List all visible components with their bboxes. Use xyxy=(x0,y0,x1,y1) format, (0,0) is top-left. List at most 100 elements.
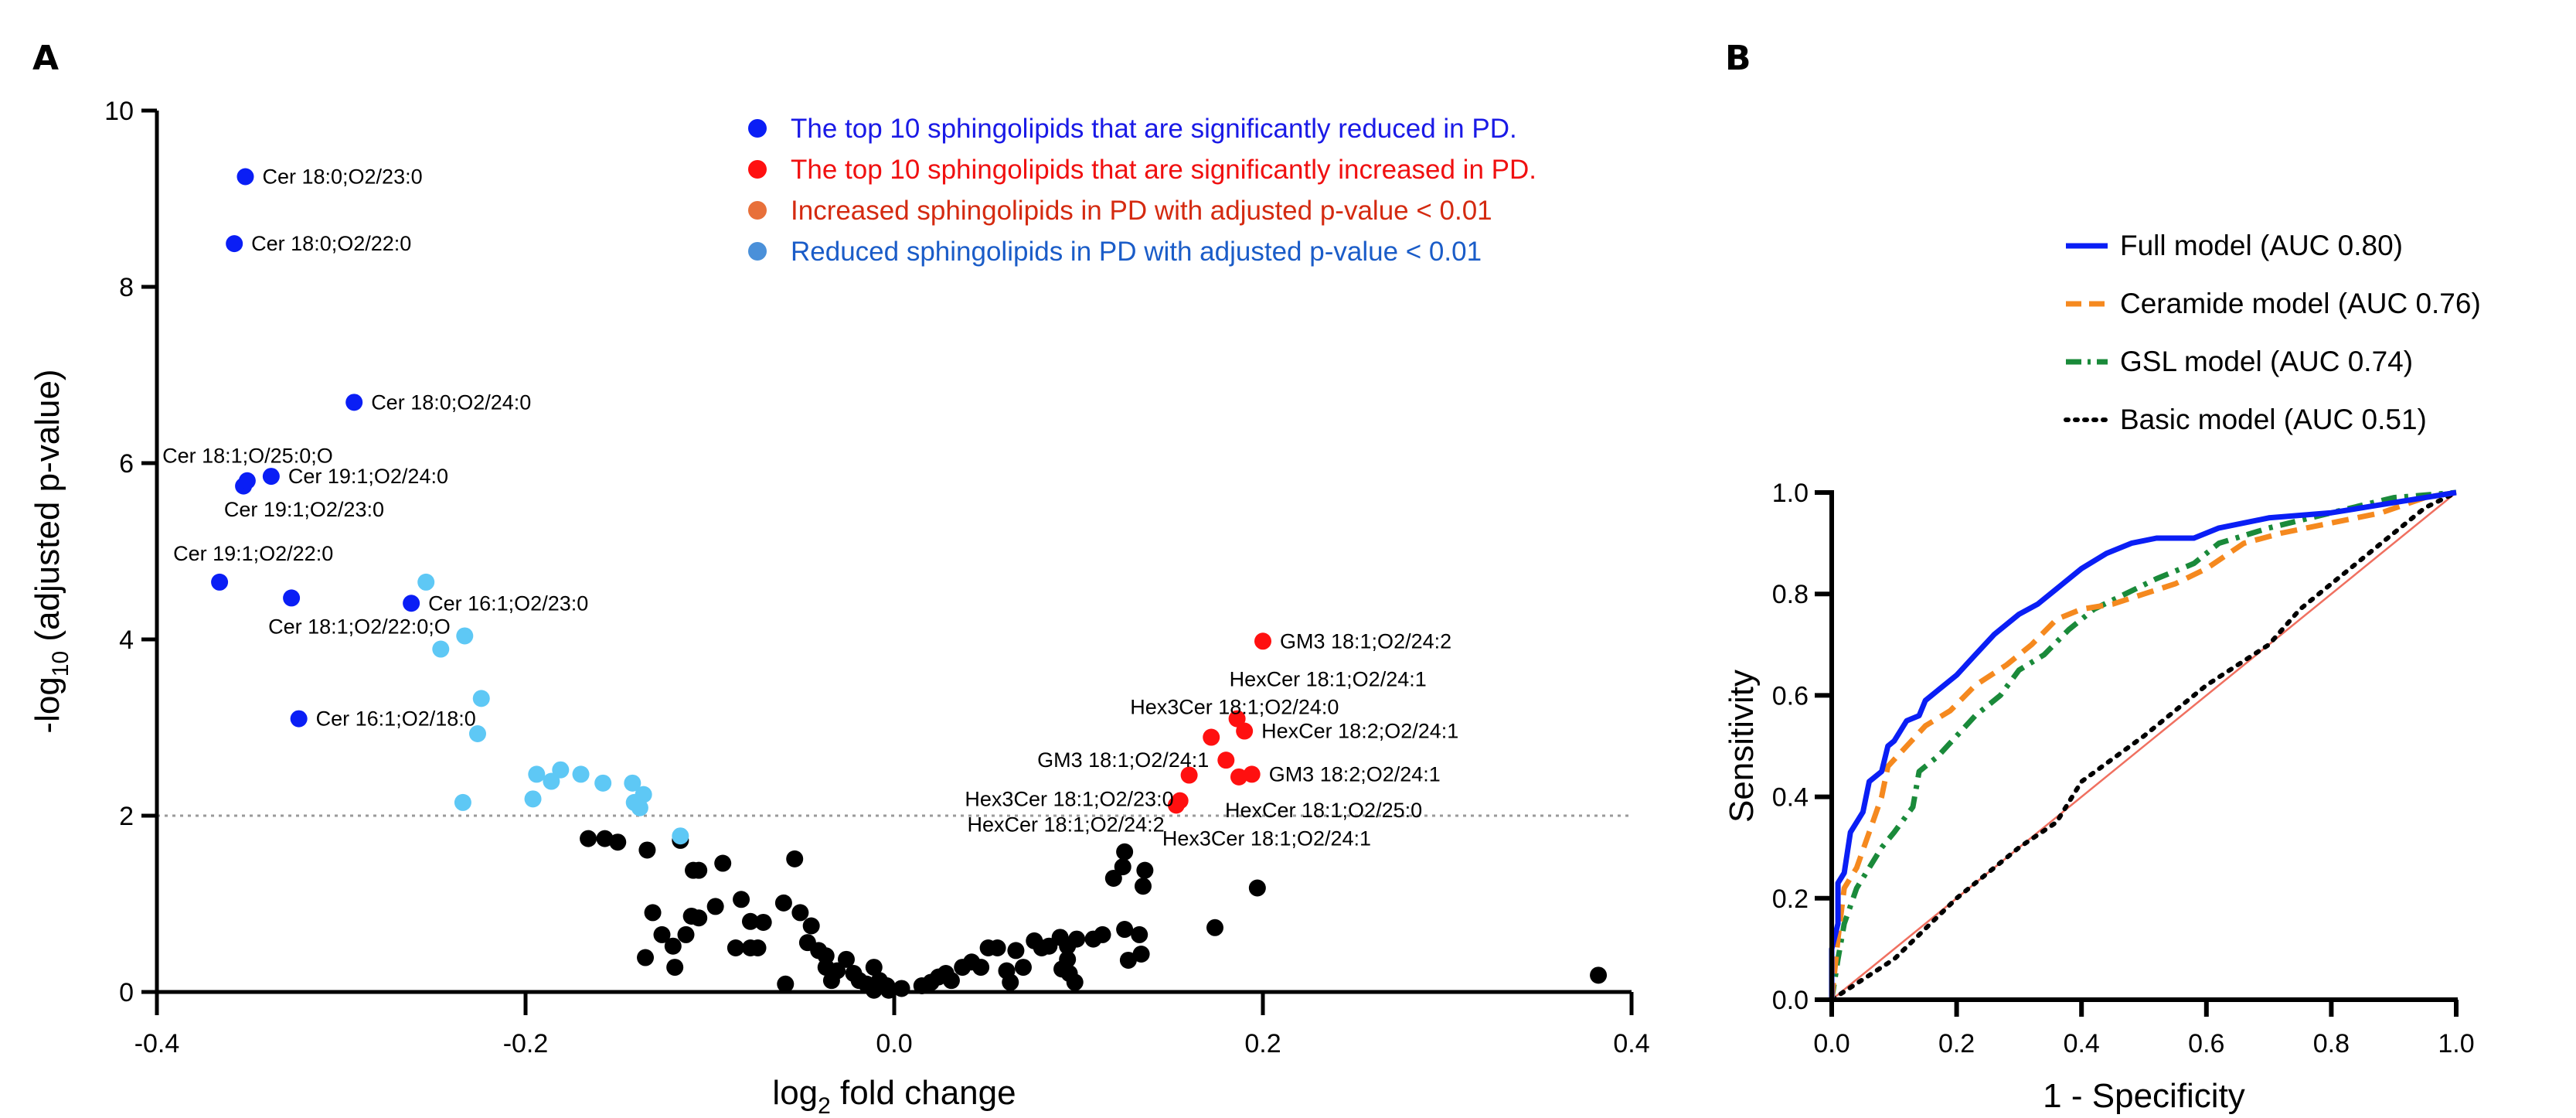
volcano-point-label: Cer 19:1;O2/23:0 xyxy=(224,498,384,521)
roc-y-tick-label: 0.4 xyxy=(1772,783,1809,813)
volcano-point-top10_reduced xyxy=(403,595,420,612)
volcano-y-tick-label: 10 xyxy=(104,97,134,126)
legend-marker xyxy=(748,242,767,261)
volcano-point-top10_reduced xyxy=(262,468,280,486)
volcano-point-not_significant xyxy=(638,841,656,859)
volcano-point-not_significant xyxy=(774,894,792,912)
volcano-point-not_significant xyxy=(1248,879,1266,897)
volcano-point-not_significant xyxy=(677,925,695,943)
volcano-point-label: Cer 18:0;O2/24:0 xyxy=(371,390,531,414)
volcano-point-top10_reduced xyxy=(237,168,254,186)
volcano-point-reduced_padj_lt_0.01 xyxy=(432,640,450,658)
volcano-point-not_significant xyxy=(690,909,708,927)
volcano-point-not_significant xyxy=(580,830,597,847)
roc-plot: 0.0 0.2 0.4 0.6 0.8 1.0 0.0 0.2 0.4 0.6 0.8 1.0 Ful… xyxy=(1723,230,2481,1115)
volcano-point-not_significant xyxy=(989,939,1006,956)
volcano-point-reduced_padj_lt_0.01 xyxy=(524,790,542,808)
volcano-point-label: Hex3Cer 18:1;O2/24:1 xyxy=(1162,827,1371,850)
volcano-point-reduced_padj_lt_0.01 xyxy=(552,761,570,779)
legend-entry-label: Reduced sphingolipids in PD with adjuste… xyxy=(791,237,1482,267)
volcano-point-label: GM3 18:2;O2/24:1 xyxy=(1269,762,1441,786)
roc-x-tick-label: 1.0 xyxy=(2438,1029,2474,1058)
volcano-point-label: Cer 18:0;O2/22:0 xyxy=(251,232,411,255)
volcano-point-label: Hex3Cer 18:1;O2/23:0 xyxy=(965,788,1173,811)
volcano-point-not_significant xyxy=(1014,959,1032,977)
legend-entry-label: The top 10 sphingolipids that are signif… xyxy=(791,155,1536,185)
volcano-point-top10_reduced xyxy=(238,472,256,489)
roc-legend-label: Ceramide model (AUC 0.76) xyxy=(2120,288,2481,319)
volcano-point-reduced_padj_lt_0.01 xyxy=(528,765,546,783)
volcano-point-reduced_padj_lt_0.01 xyxy=(624,774,641,792)
volcano-point-not_significant xyxy=(1119,951,1137,969)
volcano-point-not_significant xyxy=(1066,973,1084,991)
panel-letter-a: A xyxy=(32,39,59,78)
roc-x-tick-label: 0.8 xyxy=(2313,1029,2350,1058)
volcano-point-not_significant xyxy=(1132,945,1150,963)
volcano-point-label: Cer 19:1;O2/22:0 xyxy=(173,542,333,565)
volcano-point-not_significant xyxy=(609,833,627,851)
volcano-point-reduced_padj_lt_0.01 xyxy=(417,573,435,591)
volcano-point-not_significant xyxy=(749,939,767,956)
volcano-point-top10_increased xyxy=(1230,768,1247,786)
volcano-point-reduced_padj_lt_0.01 xyxy=(454,793,471,811)
volcano-point-top10_increased xyxy=(1236,722,1254,740)
volcano-point-label: GM3 18:1;O2/24:1 xyxy=(1037,748,1209,772)
volcano-point-not_significant xyxy=(837,950,855,968)
legend-marker xyxy=(748,119,767,138)
roc-y-tick-label: 1.0 xyxy=(1772,479,1809,508)
roc-x-tick-label: 0.0 xyxy=(1813,1029,1849,1058)
volcano-point-top10_increased xyxy=(1217,752,1235,769)
volcano-point-not_significant xyxy=(1007,942,1025,960)
volcano-point-label: HexCer 18:1;O2/24:1 xyxy=(1230,668,1427,691)
roc-y-tick-label: 0.0 xyxy=(1772,986,1809,1015)
volcano-point-not_significant xyxy=(865,981,883,999)
volcano-point-label: Cer 19:1;O2/24:0 xyxy=(288,465,448,488)
roc-legend-label: Full model (AUC 0.80) xyxy=(2120,230,2403,261)
volcano-y-axis-title: -log10 (adjusted p-value) xyxy=(29,369,73,733)
volcano-point-top10_increased xyxy=(1180,766,1198,784)
legend-marker xyxy=(748,201,767,220)
volcano-point-label: HexCer 18:1;O2/24:2 xyxy=(968,813,1165,837)
roc-y-axis-title: Sensitivity xyxy=(1723,670,1761,823)
roc-legend-label: GSL model (AUC 0.74) xyxy=(2120,346,2413,377)
y-title-log: -log xyxy=(29,677,66,733)
volcano-point-not_significant xyxy=(644,904,662,922)
volcano-x-tick-label: -0.4 xyxy=(134,1029,180,1058)
volcano-point-not_significant xyxy=(596,830,614,847)
volcano-y-tick-label: 4 xyxy=(119,625,134,655)
volcano-plot: -0.4 -0.2 0.0 0.2 0.4 0 2 4 6 8 10 Cer 18:0;O2/23:… xyxy=(29,97,1650,1118)
volcano-point-label: Hex3Cer 18:1;O2/24:0 xyxy=(1130,696,1339,719)
volcano-legend: The top 10 sphingolipids that are signif… xyxy=(748,114,1536,267)
legend-marker xyxy=(748,160,767,179)
roc-x-tick-label: 0.4 xyxy=(2064,1029,2100,1058)
volcano-point-top10_increased xyxy=(1254,632,1271,650)
roc-y-tick-label: 0.2 xyxy=(1772,885,1809,914)
volcano-point-reduced_padj_lt_0.01 xyxy=(472,690,490,707)
volcano-point-not_significant xyxy=(1116,921,1134,939)
legend-entry-label: The top 10 sphingolipids that are signif… xyxy=(791,114,1517,144)
volcano-point-label: Cer 16:1;O2/18:0 xyxy=(316,707,476,731)
volcano-point-top10_reduced xyxy=(226,235,243,253)
roc-y-tick-label: 0.8 xyxy=(1772,580,1809,609)
volcano-x-tick-label: 0.2 xyxy=(1244,1029,1281,1058)
roc-curve-basic xyxy=(1829,490,2459,1002)
volcano-points xyxy=(211,168,1608,999)
volcano-point-top10_increased xyxy=(1228,710,1246,728)
volcano-point-not_significant xyxy=(1206,919,1223,936)
y-title-sub: 10 xyxy=(48,651,73,677)
volcano-point-not_significant xyxy=(714,854,732,872)
volcano-point-not_significant xyxy=(1059,950,1077,968)
roc-x-tick-label: 0.6 xyxy=(2188,1029,2224,1058)
volcano-point-not_significant xyxy=(972,959,990,977)
volcano-point-reduced_padj_lt_0.01 xyxy=(672,827,689,845)
volcano-point-not_significant xyxy=(754,913,772,931)
y-title-rest: (adjusted p-value) xyxy=(29,369,66,650)
volcano-point-not_significant xyxy=(791,904,809,922)
volcano-point-not_significant xyxy=(865,959,883,977)
volcano-point-label: Cer 16:1;O2/23:0 xyxy=(428,591,588,615)
volcano-x-tick-label: 0.4 xyxy=(1613,1029,1649,1058)
volcano-point-top10_reduced xyxy=(290,710,308,728)
volcano-point-not_significant xyxy=(706,898,724,915)
volcano-point-not_significant xyxy=(1104,869,1122,887)
